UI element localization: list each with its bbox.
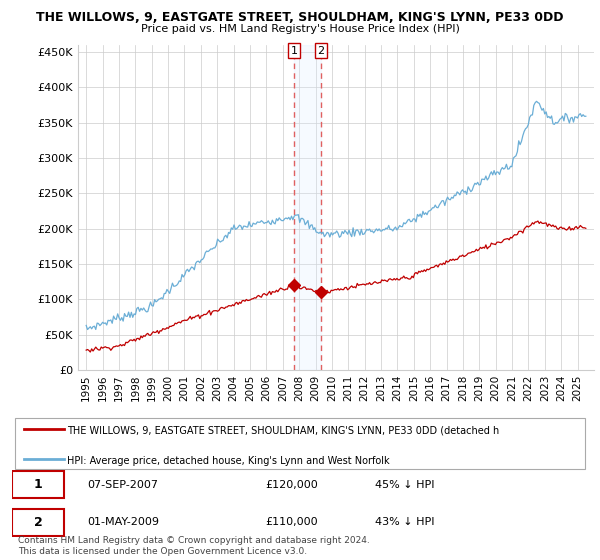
FancyBboxPatch shape <box>15 418 585 469</box>
Text: 1: 1 <box>290 45 298 55</box>
Text: 07-SEP-2007: 07-SEP-2007 <box>87 480 158 490</box>
Bar <box>294 45 321 370</box>
Text: THE WILLOWS, 9, EASTGATE STREET, SHOULDHAM, KING'S LYNN, PE33 0DD: THE WILLOWS, 9, EASTGATE STREET, SHOULDH… <box>36 11 564 24</box>
Text: 1: 1 <box>34 478 42 491</box>
Text: 2: 2 <box>34 516 42 529</box>
Text: 01-MAY-2009: 01-MAY-2009 <box>87 517 159 528</box>
Text: Price paid vs. HM Land Registry's House Price Index (HPI): Price paid vs. HM Land Registry's House … <box>140 24 460 34</box>
Text: HPI: Average price, detached house, King's Lynn and West Norfolk: HPI: Average price, detached house, King… <box>67 456 389 466</box>
Text: 45% ↓ HPI: 45% ↓ HPI <box>375 480 434 490</box>
Text: £120,000: £120,000 <box>265 480 318 490</box>
FancyBboxPatch shape <box>12 472 64 498</box>
Text: 43% ↓ HPI: 43% ↓ HPI <box>375 517 434 528</box>
FancyBboxPatch shape <box>12 509 64 536</box>
Text: £110,000: £110,000 <box>265 517 318 528</box>
Text: 2: 2 <box>317 45 325 55</box>
Text: Contains HM Land Registry data © Crown copyright and database right 2024.
This d: Contains HM Land Registry data © Crown c… <box>18 536 370 556</box>
Text: THE WILLOWS, 9, EASTGATE STREET, SHOULDHAM, KING'S LYNN, PE33 0DD (detached h: THE WILLOWS, 9, EASTGATE STREET, SHOULDH… <box>67 426 499 436</box>
